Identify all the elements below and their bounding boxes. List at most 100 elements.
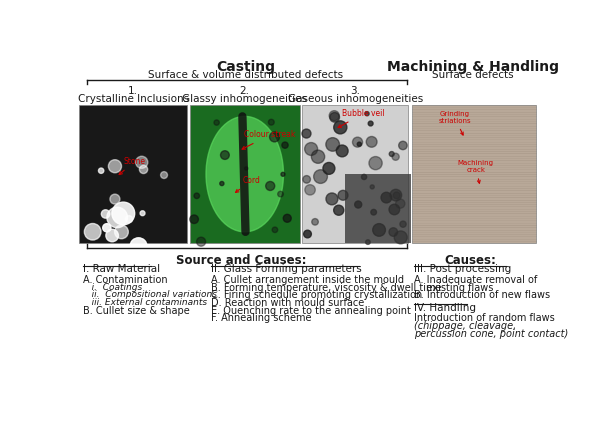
Circle shape — [368, 121, 373, 126]
Text: Surface & volume distributed defects: Surface & volume distributed defects — [148, 70, 343, 80]
Circle shape — [221, 151, 229, 160]
Circle shape — [85, 223, 101, 240]
Circle shape — [103, 224, 111, 232]
Text: Colour streak: Colour streak — [242, 131, 295, 149]
Circle shape — [336, 145, 348, 157]
Circle shape — [281, 172, 285, 176]
Text: Stone: Stone — [119, 156, 146, 174]
Circle shape — [304, 230, 311, 238]
Circle shape — [190, 215, 199, 223]
Circle shape — [282, 142, 288, 148]
Circle shape — [302, 129, 311, 138]
Text: (chippage, cleavage,: (chippage, cleavage, — [415, 321, 517, 331]
Text: ii.  Compositional variations: ii. Compositional variations — [83, 290, 217, 299]
Circle shape — [361, 174, 367, 180]
Circle shape — [220, 181, 224, 186]
Circle shape — [161, 172, 167, 178]
Circle shape — [107, 207, 127, 228]
Circle shape — [329, 111, 339, 121]
Circle shape — [268, 119, 274, 125]
Circle shape — [389, 228, 398, 236]
Circle shape — [245, 167, 248, 170]
Text: B. Forming temperature, viscosity & dwell time: B. Forming temperature, viscosity & dwel… — [211, 283, 441, 293]
Circle shape — [130, 238, 147, 255]
Circle shape — [125, 215, 133, 223]
Text: Machining
crack: Machining crack — [458, 160, 494, 183]
Circle shape — [371, 209, 377, 215]
Text: Introduction of random flaws: Introduction of random flaws — [415, 313, 555, 323]
Circle shape — [330, 112, 340, 122]
Text: III. Post processing: III. Post processing — [415, 264, 512, 274]
Circle shape — [101, 210, 110, 218]
Circle shape — [311, 150, 325, 163]
Circle shape — [400, 221, 406, 227]
Circle shape — [389, 204, 400, 215]
Text: Bubble veil: Bubble veil — [338, 109, 385, 128]
Circle shape — [373, 224, 385, 236]
Text: 1.: 1. — [128, 86, 138, 96]
Circle shape — [272, 227, 278, 232]
Circle shape — [394, 231, 407, 244]
Text: 3.: 3. — [350, 86, 360, 96]
Circle shape — [98, 168, 104, 173]
Circle shape — [266, 181, 275, 191]
Text: percussion cone, point contact): percussion cone, point contact) — [415, 329, 569, 339]
Circle shape — [357, 142, 361, 146]
Circle shape — [197, 237, 206, 246]
Text: I. Raw Material: I. Raw Material — [83, 264, 160, 274]
Text: Cord: Cord — [236, 176, 260, 192]
Bar — [190, 105, 300, 243]
Circle shape — [326, 193, 338, 205]
Text: Causes:: Causes: — [445, 254, 496, 267]
Circle shape — [392, 153, 399, 160]
Text: E. Quenching rate to the annealing point: E. Quenching rate to the annealing point — [211, 306, 410, 316]
Circle shape — [214, 120, 219, 125]
Circle shape — [139, 165, 148, 173]
Text: A. Cullet arrangement inside the mould: A. Cullet arrangement inside the mould — [211, 275, 404, 285]
Text: C. Firing schedule promoting crystallization: C. Firing schedule promoting crystalliza… — [211, 290, 422, 300]
Circle shape — [389, 152, 394, 156]
Circle shape — [305, 142, 317, 156]
Text: existing flaws: existing flaws — [415, 283, 494, 293]
Circle shape — [109, 160, 122, 173]
Circle shape — [136, 156, 148, 168]
Circle shape — [395, 199, 405, 208]
Circle shape — [305, 185, 315, 195]
Circle shape — [365, 240, 370, 244]
Circle shape — [326, 138, 340, 151]
Bar — [79, 105, 187, 243]
Circle shape — [303, 176, 310, 183]
Circle shape — [390, 189, 401, 201]
Text: iii. External contaminants: iii. External contaminants — [83, 298, 207, 307]
Text: Surface defects: Surface defects — [432, 70, 514, 80]
Text: Casting: Casting — [216, 60, 275, 74]
Bar — [302, 105, 408, 243]
Circle shape — [369, 156, 382, 170]
Circle shape — [365, 111, 369, 116]
Circle shape — [398, 141, 407, 150]
Text: Glassy inhomogeneities: Glassy inhomogeneities — [182, 94, 307, 104]
Circle shape — [381, 192, 392, 203]
Bar — [412, 105, 536, 243]
Text: Machining & Handling: Machining & Handling — [386, 60, 559, 74]
Circle shape — [366, 136, 377, 147]
Circle shape — [370, 185, 374, 189]
Text: A. Contamination: A. Contamination — [83, 275, 167, 285]
Ellipse shape — [206, 116, 283, 232]
Text: Source and Causes:: Source and Causes: — [176, 254, 307, 267]
Circle shape — [110, 194, 120, 204]
Circle shape — [106, 229, 118, 242]
Circle shape — [269, 132, 280, 142]
Circle shape — [352, 137, 362, 147]
Text: Crystalline Inclusions: Crystalline Inclusions — [77, 94, 188, 104]
Circle shape — [323, 163, 335, 174]
Text: D. Reaction with mould surface: D. Reaction with mould surface — [211, 298, 364, 308]
Text: A. Inadequate removal of: A. Inadequate removal of — [415, 275, 538, 285]
Circle shape — [112, 202, 134, 225]
Circle shape — [115, 225, 128, 239]
Text: IV. Handling: IV. Handling — [415, 303, 476, 313]
Circle shape — [312, 218, 319, 225]
Circle shape — [334, 205, 344, 215]
Circle shape — [194, 193, 200, 198]
Text: Grinding
striations: Grinding striations — [439, 111, 471, 135]
